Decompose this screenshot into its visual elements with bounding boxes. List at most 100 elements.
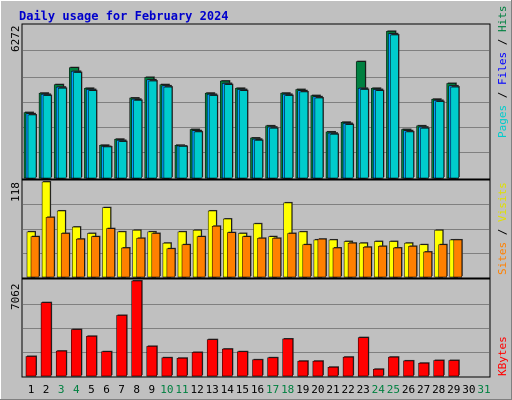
bar-kbytes-day-24 bbox=[373, 369, 384, 377]
legend-sep-1: / bbox=[496, 85, 509, 105]
bar-kbytes-day-20 bbox=[312, 360, 324, 377]
day-label-4: 4 bbox=[73, 383, 80, 396]
day-label-15: 15 bbox=[236, 383, 249, 396]
bar-kbytes-day-17 bbox=[267, 357, 278, 377]
bar-sites-day-24 bbox=[378, 246, 387, 278]
bar-kbytes-day-26 bbox=[403, 360, 414, 377]
bar-pages-day-23 bbox=[359, 89, 369, 179]
bar-kbytes-day-11 bbox=[176, 357, 188, 377]
day-label-13: 13 bbox=[206, 383, 219, 396]
bar-kbytes-day-25 bbox=[388, 356, 399, 377]
bar-pages-day-21 bbox=[329, 134, 339, 179]
bar-sites-day-29 bbox=[453, 239, 463, 278]
bar-pages-day-1 bbox=[27, 114, 37, 179]
bar-kbytes-day-4 bbox=[71, 329, 82, 377]
bar-sites-day-17 bbox=[272, 238, 281, 278]
bar-kbytes-day-19 bbox=[297, 360, 309, 377]
bar-kbytes-day-12 bbox=[191, 352, 203, 377]
bar-pages-day-17 bbox=[269, 128, 278, 179]
bar-pages-day-18 bbox=[284, 95, 293, 179]
bar-pages-day-27 bbox=[420, 128, 429, 179]
kbytes-max-label: 7062 bbox=[9, 284, 22, 311]
bar-kbytes-day-18 bbox=[282, 338, 293, 377]
bar-pages-day-29 bbox=[450, 86, 460, 179]
bar-pages-day-15 bbox=[239, 90, 248, 179]
bar-sites-day-7 bbox=[121, 247, 130, 278]
bar-kbytes-day-21 bbox=[327, 367, 339, 377]
bar-kbytes-day-22 bbox=[342, 356, 354, 377]
bar-sites-day-11 bbox=[181, 244, 191, 278]
bar-kbytes-day-9 bbox=[146, 346, 158, 377]
bar-pages-day-9 bbox=[148, 80, 158, 179]
bar-kbytes-day-8 bbox=[131, 280, 142, 377]
day-label-31: 31 bbox=[477, 383, 490, 396]
visits-legend-label: Visits bbox=[496, 182, 509, 222]
bar-sites-day-14 bbox=[227, 232, 236, 278]
bar-pages-day-24 bbox=[375, 90, 384, 179]
day-label-29: 29 bbox=[447, 383, 460, 396]
bar-pages-day-8 bbox=[133, 100, 142, 179]
bar-sites-day-21 bbox=[332, 247, 342, 278]
day-label-26: 26 bbox=[402, 383, 415, 396]
bar-pages-day-20 bbox=[314, 97, 324, 179]
bar-sites-day-1 bbox=[30, 236, 40, 278]
bar-pages-day-12 bbox=[193, 131, 203, 179]
chart-title: Daily usage for February 2024 bbox=[19, 9, 229, 23]
hits-max-label: 6272 bbox=[9, 26, 22, 53]
bar-sites-day-26 bbox=[408, 246, 417, 278]
day-label-16: 16 bbox=[251, 383, 264, 396]
bar-sites-day-10 bbox=[166, 248, 176, 278]
bar-sites-day-12 bbox=[196, 236, 206, 278]
day-label-5: 5 bbox=[88, 383, 95, 396]
bar-sites-day-6 bbox=[106, 228, 115, 278]
bar-pages-day-6 bbox=[103, 146, 112, 179]
bar-pages-day-10 bbox=[163, 86, 173, 179]
day-label-8: 8 bbox=[133, 383, 140, 396]
bar-pages-day-22 bbox=[344, 124, 354, 179]
day-label-11: 11 bbox=[175, 383, 188, 396]
bar-sites-day-4 bbox=[76, 238, 85, 278]
day-label-19: 19 bbox=[296, 383, 309, 396]
day-label-9: 9 bbox=[148, 383, 155, 396]
bar-pages-day-26 bbox=[405, 131, 414, 179]
bar-sites-day-13 bbox=[211, 226, 221, 278]
bar-sites-day-3 bbox=[60, 233, 70, 278]
visits-legend: Sites / Visits bbox=[496, 182, 509, 275]
bar-sites-day-25 bbox=[393, 247, 402, 278]
bar-kbytes-day-3 bbox=[55, 350, 67, 377]
kbytes-legend: KBytes bbox=[496, 336, 509, 376]
day-labels: 1 2 3 4 5 6 7 8 9 10 11 12 13 14 15 16 17 18 19 20 21 22 23 24 2… bbox=[28, 383, 491, 396]
bar-pages-day-16 bbox=[254, 140, 263, 179]
bar-sites-day-27 bbox=[423, 251, 432, 278]
bar-kbytes-day-23 bbox=[357, 337, 369, 377]
bar-kbytes-day-28 bbox=[433, 360, 444, 377]
bars bbox=[23, 30, 463, 377]
day-label-1: 1 bbox=[28, 383, 35, 396]
day-label-23: 23 bbox=[357, 383, 370, 396]
day-label-21: 21 bbox=[326, 383, 339, 396]
bar-sites-day-15 bbox=[242, 236, 251, 278]
day-label-14: 14 bbox=[221, 383, 235, 396]
bar-kbytes-day-27 bbox=[418, 362, 429, 377]
bar-pages-day-4 bbox=[73, 72, 82, 179]
visits-max-label: 118 bbox=[9, 182, 22, 202]
day-label-30: 30 bbox=[462, 383, 475, 396]
day-label-18: 18 bbox=[281, 383, 294, 396]
bar-pages-day-2 bbox=[42, 95, 52, 179]
day-label-20: 20 bbox=[311, 383, 324, 396]
hits-legend: Pages / Files / Hits bbox=[496, 6, 509, 139]
files-legend: Files bbox=[496, 52, 509, 85]
bar-sites-day-18 bbox=[287, 233, 296, 278]
bar-kbytes-day-5 bbox=[86, 336, 97, 377]
legend-sep-2: / bbox=[496, 32, 509, 52]
hits-legend-label: Hits bbox=[496, 6, 509, 33]
bar-sites-day-28 bbox=[438, 244, 447, 278]
bar-sites-day-20 bbox=[317, 238, 327, 278]
day-label-12: 12 bbox=[190, 383, 203, 396]
bar-kbytes-day-10 bbox=[161, 357, 173, 377]
bar-kbytes-day-2 bbox=[40, 302, 52, 377]
day-label-6: 6 bbox=[103, 383, 110, 396]
day-label-10: 10 bbox=[160, 383, 173, 396]
day-label-17: 17 bbox=[266, 383, 279, 396]
bar-sites-day-23 bbox=[362, 246, 372, 278]
